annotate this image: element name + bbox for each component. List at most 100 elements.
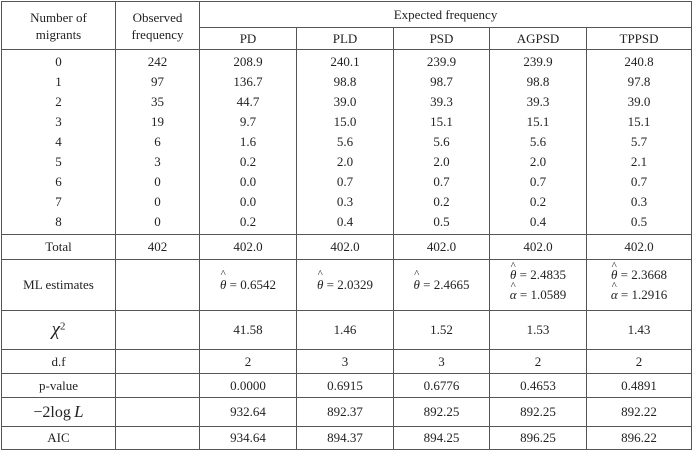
chi-square-observed-empty bbox=[115, 310, 200, 350]
total-observed: 402 bbox=[115, 234, 200, 260]
p-value-row: p-value 0.0000 0.6915 0.6776 0.4653 0.48… bbox=[1, 373, 693, 398]
ml-psd-theta: 2.4665 bbox=[433, 277, 470, 292]
psd-value: 98.7 bbox=[430, 74, 453, 89]
pld-value: 98.8 bbox=[333, 74, 357, 89]
df-agpsd: 2 bbox=[489, 349, 587, 374]
chi-square-tppsd: 1.43 bbox=[585, 310, 693, 350]
observed-value: 97 bbox=[151, 74, 164, 89]
total-tppsd: 402.0 bbox=[585, 234, 693, 260]
observed-value: 6 bbox=[154, 134, 161, 149]
theta-symbol: θ bbox=[220, 277, 226, 293]
total-label: Total bbox=[1, 234, 116, 260]
log-likelihood-label: −2log L bbox=[1, 397, 116, 427]
chi-square-agpsd: 1.53 bbox=[489, 310, 587, 350]
aic-label: AIC bbox=[1, 426, 116, 450]
tppsd-value: 0.3 bbox=[630, 194, 648, 209]
aic-psd: 894.25 bbox=[393, 426, 490, 450]
psd-value: 39.3 bbox=[430, 94, 453, 109]
alpha-symbol: α bbox=[510, 285, 517, 305]
aic-pld: 894.37 bbox=[296, 426, 394, 450]
migrants-value: 6 bbox=[55, 174, 62, 189]
agpsd-value: 0.2 bbox=[529, 194, 547, 209]
agpsd-value: 0.7 bbox=[529, 174, 547, 189]
tppsd-value: 240.8 bbox=[624, 54, 654, 69]
log-likelihood-tppsd: 892.22 bbox=[585, 397, 693, 427]
aic-tppsd: 896.22 bbox=[585, 426, 693, 450]
p-value-agpsd: 0.4653 bbox=[489, 373, 587, 398]
df-tppsd: 2 bbox=[585, 349, 693, 374]
pld-value: 39.0 bbox=[333, 94, 357, 109]
pld-value: 240.1 bbox=[330, 54, 360, 69]
migrants-value: 7 bbox=[55, 194, 62, 209]
df-pd: 2 bbox=[199, 349, 297, 374]
chi-symbol: χ bbox=[51, 319, 60, 340]
ml-pld: θ = 2.0329 bbox=[296, 259, 394, 311]
p-value-pld: 0.6915 bbox=[296, 373, 394, 398]
log-likelihood-observed-empty bbox=[115, 397, 200, 427]
df-psd: 3 bbox=[393, 349, 490, 374]
equals-sign: = bbox=[516, 287, 531, 302]
psd-value: 15.1 bbox=[430, 114, 453, 129]
equals-sign: = bbox=[617, 287, 632, 302]
migrants-value: 4 bbox=[55, 134, 62, 149]
chi-square-row: χ2 41.58 1.46 1.52 1.53 1.43 bbox=[1, 310, 693, 350]
migrants-value: 8 bbox=[55, 214, 62, 229]
df-row: d.f 2 3 3 2 2 bbox=[1, 349, 693, 374]
pd-column: 208.9 136.7 44.7 9.7 1.6 0.2 0.0 0.0 0.2 bbox=[199, 49, 297, 235]
agpsd-value: 239.9 bbox=[523, 54, 553, 69]
alpha-symbol: α bbox=[611, 285, 618, 305]
pd-value: 0.0 bbox=[239, 194, 257, 209]
pld-value: 0.7 bbox=[336, 174, 354, 189]
agpsd-value: 5.6 bbox=[529, 134, 547, 149]
theta-symbol: θ bbox=[611, 265, 617, 285]
observed-value: 0 bbox=[154, 214, 161, 229]
log-likelihood-row: −2log L 932.64 892.37 892.25 892.25 892.… bbox=[1, 397, 693, 427]
ml-agpsd: θ = 2.4835 α = 1.0589 bbox=[489, 259, 587, 311]
tppsd-value: 97.8 bbox=[627, 74, 651, 89]
migrants-value: 5 bbox=[55, 154, 62, 169]
total-pd: 402.0 bbox=[199, 234, 297, 260]
migrants-value: 3 bbox=[55, 114, 62, 129]
header-model-pld: PLD bbox=[296, 27, 394, 50]
chi-square-psd: 1.52 bbox=[393, 310, 490, 350]
chi-exponent: 2 bbox=[59, 320, 66, 333]
ml-pd-theta: 0.6542 bbox=[240, 277, 276, 292]
ml-agpsd-theta: 2.4835 bbox=[530, 267, 566, 282]
total-agpsd: 402.0 bbox=[489, 234, 587, 260]
header-model-pd: PD bbox=[199, 27, 297, 50]
migrants-column: 0 1 2 3 4 5 6 7 8 bbox=[1, 49, 116, 235]
df-observed-empty bbox=[115, 349, 200, 374]
pd-value: 0.2 bbox=[239, 214, 257, 229]
ml-agpsd-alpha: 1.0589 bbox=[530, 287, 567, 302]
pld-value: 0.3 bbox=[336, 194, 354, 209]
df-pld: 3 bbox=[296, 349, 394, 374]
ml-tppsd: θ = 2.3668 α = 1.2916 bbox=[585, 259, 693, 311]
ml-pld-theta: 2.0329 bbox=[337, 277, 373, 292]
log-likelihood-pd: 932.64 bbox=[199, 397, 297, 427]
aic-observed-empty bbox=[115, 426, 200, 450]
equals-sign: = bbox=[419, 277, 434, 292]
migrants-value: 1 bbox=[55, 74, 62, 89]
tppsd-column: 240.8 97.8 39.0 15.1 5.7 2.1 0.7 0.3 0.5 bbox=[585, 49, 693, 235]
pd-value: 0.0 bbox=[239, 174, 257, 189]
tppsd-value: 0.5 bbox=[630, 214, 648, 229]
psd-value: 5.6 bbox=[433, 134, 450, 149]
header-observed-frequency: Observed frequency bbox=[115, 1, 200, 50]
log-likelihood-pld: 892.37 bbox=[296, 397, 394, 427]
ml-psd: θ = 2.4665 bbox=[393, 259, 490, 311]
psd-value: 2.0 bbox=[433, 154, 450, 169]
header-expected-frequency: Expected frequency bbox=[198, 1, 693, 28]
psd-column: 239.9 98.7 39.3 15.1 5.6 2.0 0.7 0.2 0.5 bbox=[393, 49, 490, 235]
frequency-data-row: 0 1 2 3 4 5 6 7 8 242 97 35 19 6 3 0 0 0… bbox=[1, 49, 693, 235]
pld-value: 0.4 bbox=[336, 214, 354, 229]
tppsd-value: 2.1 bbox=[630, 154, 648, 169]
psd-value: 0.5 bbox=[433, 214, 450, 229]
tppsd-value: 15.1 bbox=[627, 114, 651, 129]
log-likelihood-psd: 892.25 bbox=[393, 397, 490, 427]
chi-square-pd: 41.58 bbox=[199, 310, 297, 350]
p-value-tppsd: 0.4891 bbox=[585, 373, 693, 398]
psd-value: 0.7 bbox=[433, 174, 450, 189]
tppsd-value: 39.0 bbox=[627, 94, 651, 109]
header-model-agpsd: AGPSD bbox=[489, 27, 587, 50]
